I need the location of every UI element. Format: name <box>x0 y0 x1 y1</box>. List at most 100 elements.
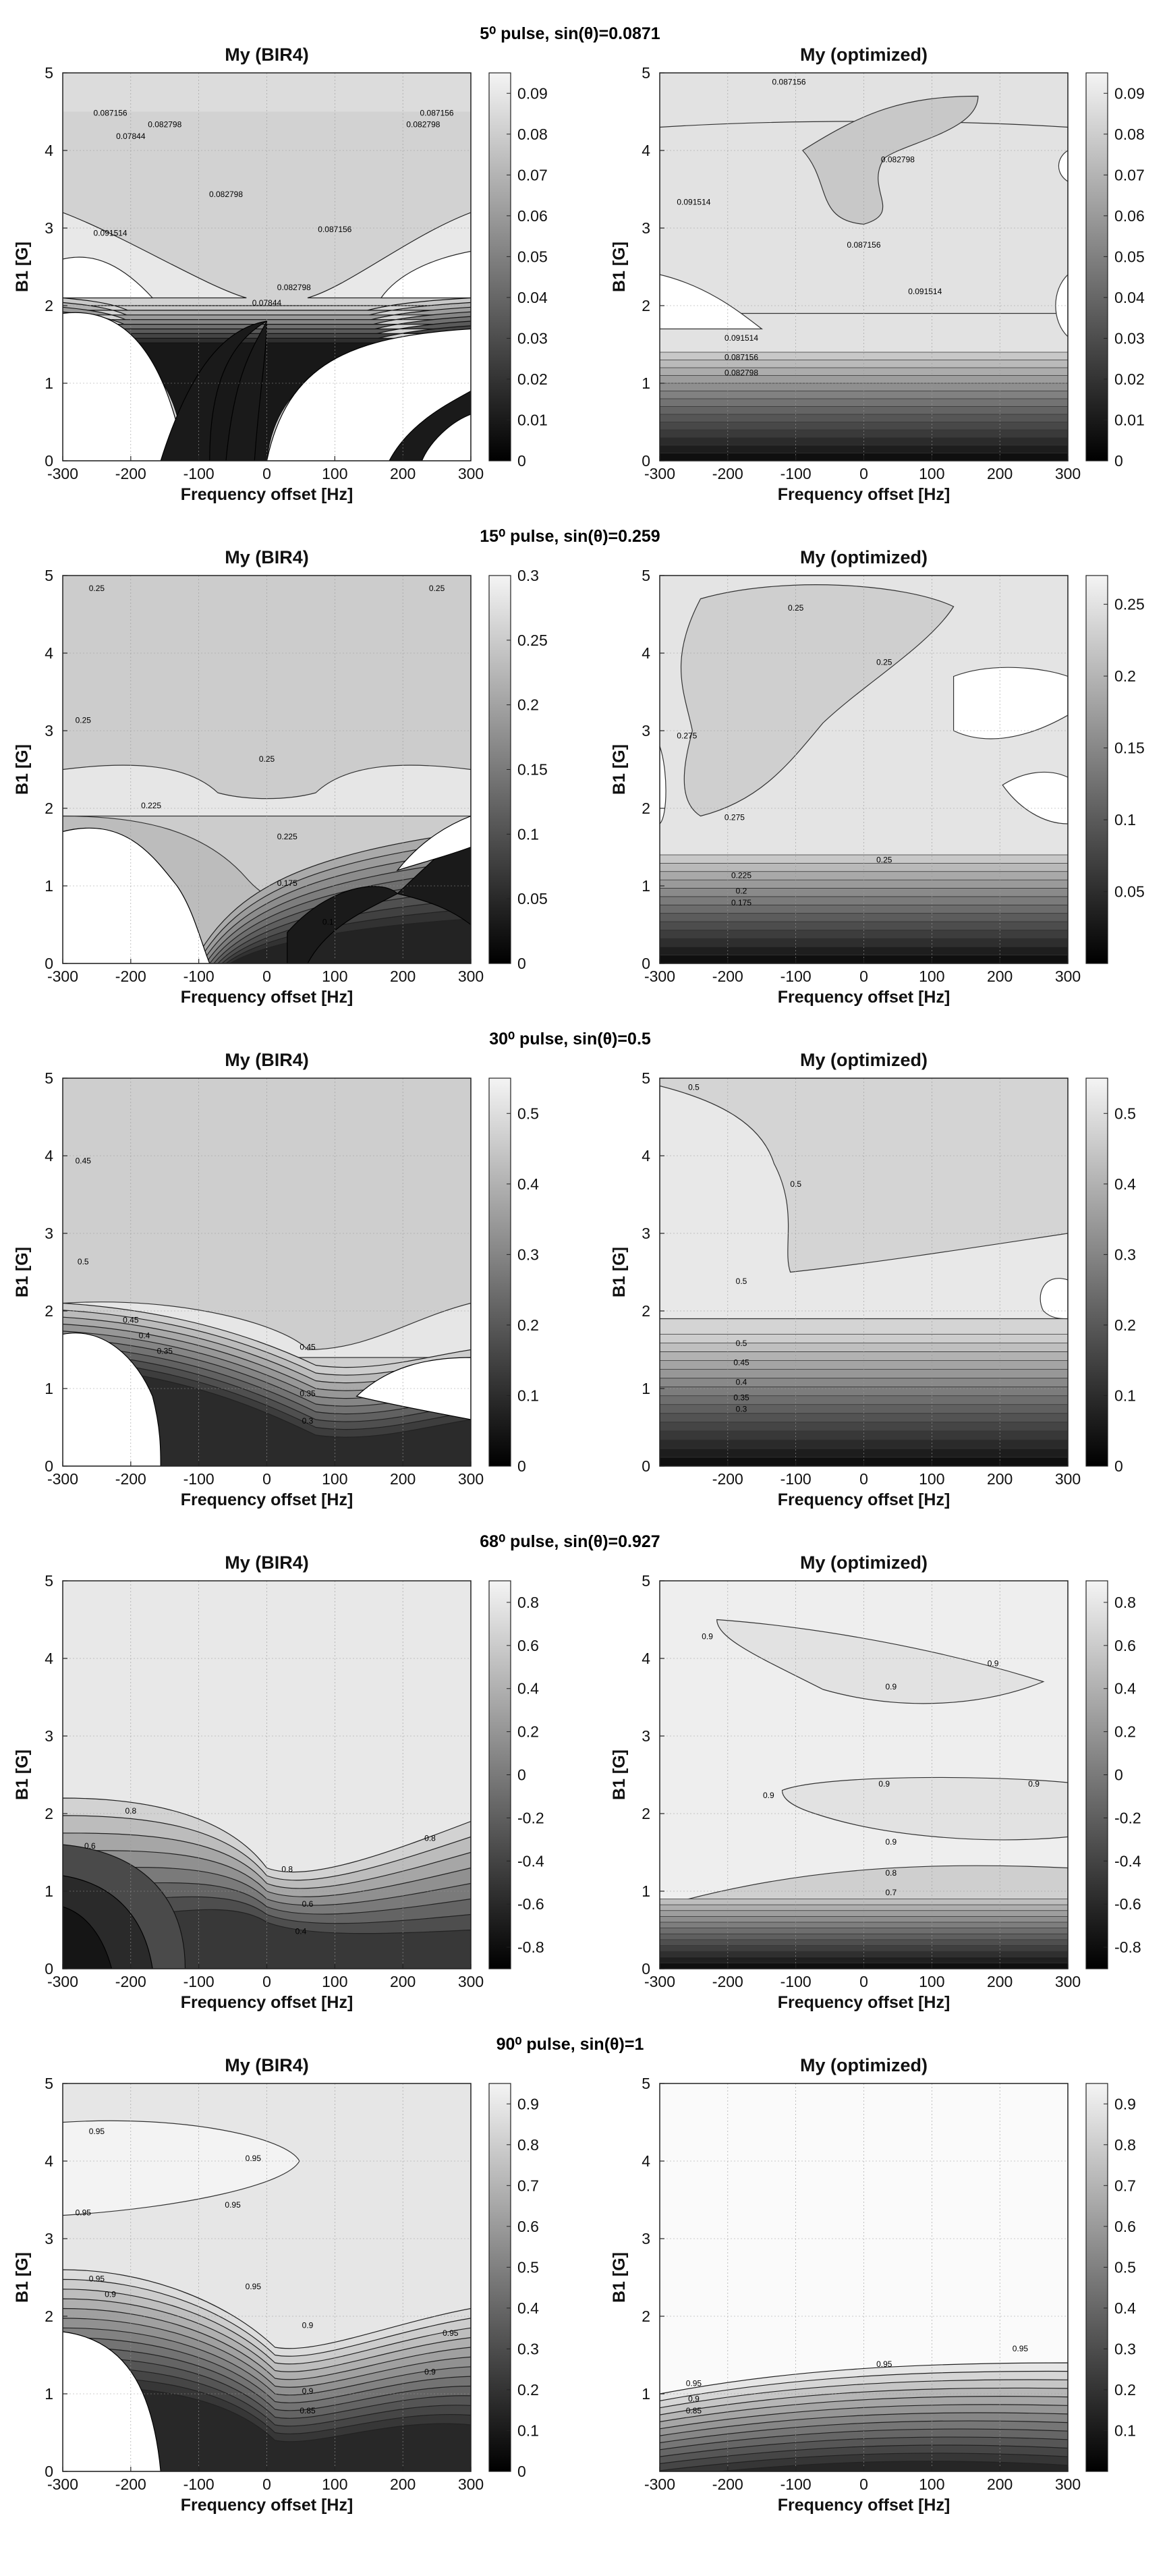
colorbar-tick-label: 0.25 <box>1114 596 1145 613</box>
y-tick-label: 4 <box>45 1650 53 1667</box>
x-axis-label: Frequency offset [Hz] <box>778 988 950 1007</box>
colorbar-tick-label: 0.8 <box>517 2136 539 2154</box>
x-tick-label: -200 <box>712 968 743 985</box>
x-tick-label: -200 <box>115 1470 146 1488</box>
x-tick-label: -300 <box>47 465 78 482</box>
colorbar-tick-label: 0.08 <box>1114 125 1145 143</box>
colorbar-tick-label: 0.5 <box>1114 2258 1136 2276</box>
x-tick-label: 0 <box>262 1470 271 1488</box>
x-axis-label: Frequency offset [Hz] <box>181 485 353 504</box>
x-tick-label: 100 <box>322 2475 347 2493</box>
x-tick-label: 0 <box>859 1470 868 1488</box>
x-tick-label: 100 <box>322 1470 347 1488</box>
colorbar-tick-label: 0.1 <box>517 1387 539 1404</box>
colorbar-tick-label: 0 <box>517 2463 526 2480</box>
x-tick-label: 200 <box>390 2475 416 2493</box>
contour-label: 0.091514 <box>724 333 758 343</box>
colorbar-tick-label: 0.3 <box>517 567 539 584</box>
x-tick-label: -100 <box>183 465 215 482</box>
y-tick-label: 4 <box>642 142 650 159</box>
y-tick-label: 1 <box>642 1882 650 1900</box>
contour-label: 0.5 <box>736 1277 747 1286</box>
contour-label: 0.2 <box>736 887 747 896</box>
colorbar <box>1085 2083 1108 2472</box>
y-tick-label: 2 <box>45 1302 53 1320</box>
contour-label: 0.95 <box>89 2274 105 2283</box>
colorbar-tick-label: 0.05 <box>517 890 548 907</box>
x-tick-label: 300 <box>1055 465 1081 482</box>
x-tick-label: -100 <box>183 1470 215 1488</box>
x-tick-label: -100 <box>780 2475 812 2493</box>
contour-label: 0.175 <box>277 878 297 888</box>
y-tick-label: 4 <box>45 2152 53 2170</box>
contour-label: 0.35 <box>733 1393 749 1402</box>
colorbar-tick-label: 0 <box>517 1766 526 1784</box>
panel-0: 0.0871560.0827980.078440.0827980.0871560… <box>13 45 548 504</box>
x-tick-label: 100 <box>322 465 347 482</box>
contour-label: 0.9 <box>1028 1779 1040 1789</box>
contour-label: 0.9 <box>302 2320 314 2330</box>
colorbar-tick-label: 0.3 <box>1114 2340 1136 2357</box>
y-tick-label: 3 <box>642 722 650 739</box>
y-tick-label: 0 <box>45 955 53 972</box>
panel-title: My (BIR4) <box>225 2055 309 2075</box>
contour-label: 0.4 <box>295 1926 307 1936</box>
contour-label: 0.25 <box>788 603 804 613</box>
colorbar-tick-label: 0.8 <box>1114 2136 1136 2154</box>
colorbar-tick-label: 0 <box>517 1457 526 1475</box>
x-tick-label: -100 <box>183 968 215 985</box>
y-tick-label: 2 <box>642 800 650 817</box>
panel-8: 0.950.950.950.950.950.90.950.90.950.90.9… <box>13 2055 539 2515</box>
contour-label: 0.275 <box>677 731 697 741</box>
y-tick-label: 1 <box>642 2385 650 2403</box>
x-tick-label: -200 <box>712 1973 743 1990</box>
y-tick-label: 4 <box>45 644 53 662</box>
colorbar-tick-label: 0.1 <box>1114 1387 1136 1404</box>
y-tick-label: 3 <box>45 2230 53 2247</box>
contour-label: 0.9 <box>988 1659 999 1669</box>
contour-label: 0.95 <box>246 2282 262 2291</box>
y-tick-label: 3 <box>45 219 53 237</box>
contour-label: 0.082798 <box>881 155 915 164</box>
colorbar-tick-label: 0.2 <box>517 2381 539 2399</box>
y-tick-label: 3 <box>45 722 53 739</box>
colorbar-tick-label: 0.04 <box>517 289 548 306</box>
y-tick-label: 4 <box>45 1147 53 1165</box>
contour-label: 0.6 <box>302 1899 314 1909</box>
colorbar-tick-label: 0.6 <box>517 2218 539 2235</box>
y-tick-label: 0 <box>45 1960 53 1978</box>
colorbar-tick-label: 0.4 <box>1114 1175 1136 1193</box>
colorbar-tick-label: 0.1 <box>517 825 539 843</box>
colorbar-tick-label: 0.2 <box>1114 1316 1136 1334</box>
contour-label: 0.45 <box>123 1315 139 1324</box>
contour-label: 0.225 <box>141 801 161 810</box>
y-tick-label: 3 <box>642 219 650 237</box>
colorbar-tick-label: 0.6 <box>517 1637 539 1654</box>
colorbar-tick-label: 0.6 <box>1114 1637 1136 1654</box>
y-tick-label: 1 <box>642 1380 650 1397</box>
x-tick-label: -100 <box>780 1470 812 1488</box>
contour-label: 0.6 <box>84 1841 96 1851</box>
panel-3: 0.250.250.2750.2750.250.2250.20.175-300-… <box>610 547 1145 1007</box>
y-tick-label: 0 <box>642 955 650 972</box>
x-axis-label: Frequency offset [Hz] <box>181 988 353 1007</box>
x-tick-label: 100 <box>919 1470 944 1488</box>
colorbar-tick-label: -0.4 <box>1114 1852 1141 1870</box>
colorbar-tick-label: 0.09 <box>517 84 548 102</box>
x-tick-label: -300 <box>47 1470 78 1488</box>
contour-label: 0.9 <box>302 2386 314 2396</box>
colorbar-tick-label: 0 <box>1114 452 1123 470</box>
pulse-title-3: 68⁰ pulse, sin(θ)=0.927 <box>480 1532 660 1551</box>
contour-field <box>63 2083 471 2471</box>
x-tick-label: 200 <box>390 465 416 482</box>
colorbar-tick-label: 0.2 <box>517 696 539 714</box>
contour-label: 0.082798 <box>277 283 311 292</box>
y-axis-label: B1 [G] <box>13 1247 32 1297</box>
x-axis-label: Frequency offset [Hz] <box>778 2496 950 2515</box>
colorbar-tick-label: 0.2 <box>1114 667 1136 685</box>
x-tick-label: -200 <box>115 465 146 482</box>
y-tick-label: 5 <box>45 64 53 82</box>
contour-label: 0.95 <box>246 2154 262 2163</box>
x-tick-label: -100 <box>780 465 812 482</box>
contour-label: 0.9 <box>885 1837 897 1847</box>
